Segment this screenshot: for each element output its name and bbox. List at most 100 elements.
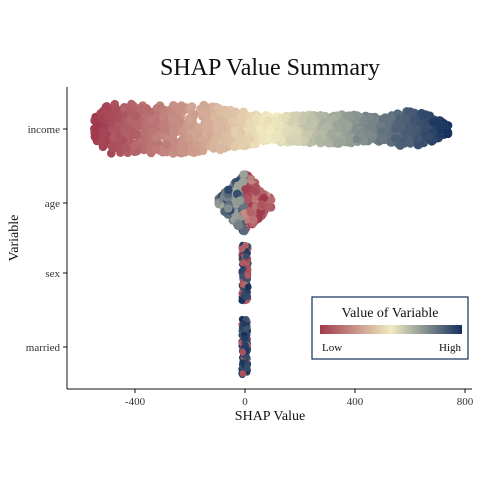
data-point: [343, 120, 353, 130]
data-point: [122, 123, 132, 133]
data-point: [259, 193, 269, 203]
data-point: [257, 200, 266, 209]
data-point: [238, 107, 248, 117]
legend: Value of Variable Low High: [311, 296, 469, 360]
data-point: [239, 348, 247, 356]
data-point: [264, 203, 273, 212]
data-point: [240, 320, 248, 328]
data-point: [102, 102, 111, 111]
data-point: [112, 104, 121, 114]
data-point: [265, 127, 275, 136]
data-point: [168, 115, 177, 124]
data-point: [249, 215, 258, 225]
data-point: [404, 137, 413, 146]
y-tick-label: sex: [45, 268, 60, 280]
legend-low-label: Low: [322, 342, 342, 354]
data-point: [235, 118, 244, 127]
data-point: [413, 140, 423, 150]
data-point: [242, 253, 250, 260]
data-point: [241, 184, 250, 194]
data-point: [215, 115, 224, 124]
data-point: [202, 111, 211, 120]
data-point: [324, 138, 334, 148]
data-point: [335, 138, 345, 147]
data-point: [377, 127, 387, 136]
y-axis-label: Variable: [7, 215, 22, 262]
data-point: [187, 102, 196, 111]
data-point: [424, 132, 434, 141]
data-point: [137, 137, 147, 146]
data-point: [97, 113, 106, 123]
data-point: [234, 221, 244, 230]
data-point: [239, 259, 247, 267]
data-point: [264, 116, 273, 125]
data-points: [90, 99, 453, 379]
data-point: [275, 120, 284, 129]
data-point: [245, 118, 255, 127]
data-point: [428, 117, 438, 127]
data-point: [287, 137, 296, 146]
data-point: [224, 204, 233, 213]
data-point: [244, 272, 252, 280]
data-point: [186, 122, 195, 132]
data-point: [90, 132, 100, 141]
data-point: [387, 112, 396, 122]
data-point: [288, 115, 298, 125]
data-point: [238, 177, 248, 186]
data-point: [178, 127, 187, 137]
data-point: [230, 126, 240, 136]
data-point: [281, 113, 290, 122]
data-point: [251, 113, 261, 123]
data-point: [204, 122, 213, 131]
data-point: [125, 115, 134, 125]
x-tick-label: 800: [457, 396, 474, 408]
x-tick-label: 400: [347, 396, 364, 408]
data-point: [316, 111, 325, 120]
data-point: [246, 208, 256, 217]
data-point: [281, 128, 290, 137]
y-ticks: income age sex married: [26, 124, 67, 354]
data-point: [174, 104, 184, 113]
data-point: [147, 115, 156, 124]
x-tick-label: -400: [125, 396, 146, 408]
data-point: [122, 144, 131, 153]
data-point: [241, 342, 249, 350]
legend-colorbar: [320, 325, 462, 334]
data-point: [412, 125, 421, 134]
data-point: [322, 122, 331, 131]
data-point: [216, 143, 226, 153]
data-point: [232, 189, 242, 199]
data-point: [98, 126, 107, 136]
data-point: [241, 335, 249, 342]
data-point: [391, 124, 400, 133]
data-point: [184, 114, 194, 123]
data-point: [244, 283, 252, 291]
data-point: [140, 128, 150, 138]
data-point: [359, 116, 368, 126]
data-point: [421, 110, 431, 120]
data-point: [231, 107, 240, 117]
data-point: [314, 135, 324, 144]
x-tick-label: 0: [242, 396, 248, 408]
data-point: [224, 185, 233, 195]
data-point: [158, 121, 167, 130]
data-point: [242, 242, 249, 249]
data-point: [151, 133, 161, 143]
y-tick-label: income: [28, 124, 60, 136]
data-point: [414, 134, 423, 143]
y-tick-label: married: [26, 342, 61, 354]
data-point: [404, 127, 414, 137]
data-point: [359, 136, 369, 146]
data-point: [298, 115, 308, 125]
data-point: [235, 196, 245, 205]
data-point: [393, 115, 403, 124]
data-point: [309, 119, 319, 128]
data-point: [239, 272, 246, 280]
data-point: [244, 293, 251, 301]
data-point: [151, 145, 161, 154]
data-point: [332, 120, 341, 129]
data-point: [258, 135, 268, 144]
data-point: [401, 114, 410, 124]
y-tick-label: age: [45, 198, 60, 210]
